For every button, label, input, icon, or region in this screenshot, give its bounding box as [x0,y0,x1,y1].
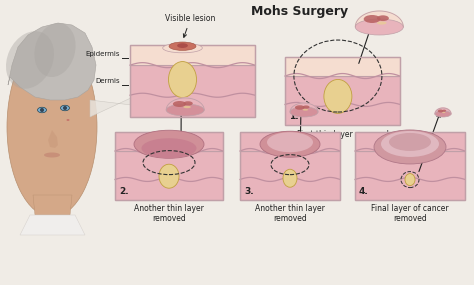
Bar [115,151,223,200]
Polygon shape [435,108,451,114]
Ellipse shape [61,105,70,111]
Polygon shape [48,130,58,148]
Ellipse shape [438,109,443,113]
Text: 1.: 1. [289,112,299,121]
Text: Dermis: Dermis [95,78,120,84]
Bar [355,132,465,151]
Ellipse shape [290,107,318,117]
Polygon shape [8,23,96,100]
Ellipse shape [168,62,197,97]
Bar [355,151,465,200]
Ellipse shape [377,15,389,21]
Ellipse shape [177,43,188,48]
Ellipse shape [40,108,44,112]
Text: Another thin layer
removed: Another thin layer removed [255,204,325,223]
Ellipse shape [173,101,186,107]
Ellipse shape [267,132,313,152]
Ellipse shape [35,23,75,77]
Ellipse shape [435,111,451,117]
Text: Epidermis: Epidermis [85,51,120,57]
Bar [285,57,400,76]
Ellipse shape [442,110,446,112]
Text: Mohs Surgery: Mohs Surgery [251,5,348,18]
Ellipse shape [302,109,308,111]
Text: 3.: 3. [244,187,254,196]
Ellipse shape [442,112,446,113]
Ellipse shape [405,174,415,186]
Ellipse shape [295,105,305,110]
Bar [240,132,340,200]
Ellipse shape [63,106,67,110]
Polygon shape [166,98,204,110]
Bar [115,132,223,151]
Bar [130,65,255,117]
Ellipse shape [159,164,179,188]
Ellipse shape [6,31,54,89]
Polygon shape [33,195,72,215]
Ellipse shape [374,130,446,164]
Polygon shape [20,215,85,235]
Ellipse shape [364,15,381,23]
Text: First thin layer removed: First thin layer removed [297,130,388,139]
Ellipse shape [134,130,204,158]
Bar [130,45,255,65]
Polygon shape [290,103,318,112]
Bar [355,132,465,200]
Bar [285,76,400,125]
Text: 4.: 4. [359,187,369,196]
Ellipse shape [356,19,403,35]
Polygon shape [356,11,403,27]
Bar [285,57,400,125]
Ellipse shape [324,80,352,113]
Ellipse shape [377,21,386,25]
Text: 2.: 2. [119,187,128,196]
Ellipse shape [142,138,197,158]
Bar [115,132,223,200]
Text: Final layer of cancer
removed: Final layer of cancer removed [371,204,449,223]
Text: Visible lesion: Visible lesion [165,14,216,37]
Ellipse shape [283,169,297,187]
Ellipse shape [381,131,439,157]
Ellipse shape [37,107,46,113]
Text: Another thin layer
removed: Another thin layer removed [134,204,204,223]
Polygon shape [90,90,148,117]
Ellipse shape [183,106,191,108]
Ellipse shape [44,152,60,158]
Ellipse shape [163,43,202,53]
Bar [130,45,255,117]
Bar [240,151,340,200]
Ellipse shape [166,104,204,116]
Ellipse shape [389,133,431,151]
Ellipse shape [302,105,310,109]
Ellipse shape [7,37,97,217]
Ellipse shape [183,101,193,105]
Ellipse shape [169,42,196,50]
Bar [240,132,340,151]
Ellipse shape [260,131,320,157]
Ellipse shape [66,119,70,121]
